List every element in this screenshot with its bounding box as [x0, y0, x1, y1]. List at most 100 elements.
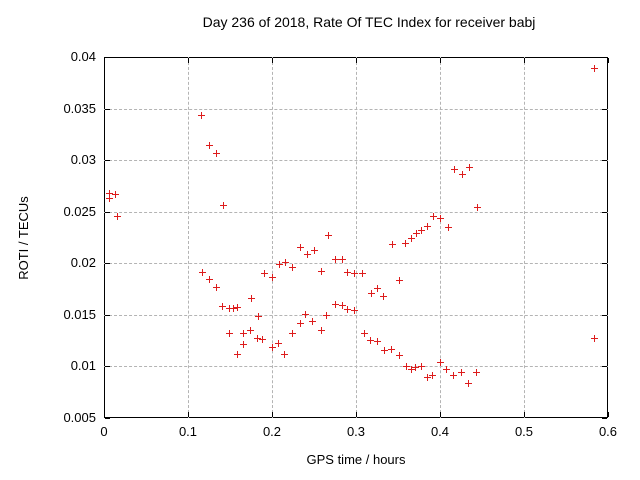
x-axis-label: GPS time / hours — [306, 452, 406, 467]
data-point — [240, 330, 248, 338]
data-point — [105, 195, 113, 203]
data-point — [199, 268, 207, 276]
data-point — [373, 285, 381, 293]
data-point — [395, 352, 403, 360]
x-tick-label: 0 — [100, 424, 108, 439]
data-point — [240, 340, 248, 348]
x-tick-mark-top — [104, 58, 105, 63]
data-point — [388, 345, 396, 353]
x-tick-label: 0.5 — [514, 424, 534, 439]
y-tick-label: 0.005 — [63, 410, 96, 425]
data-point — [344, 305, 352, 313]
x-tick-mark-top — [524, 58, 525, 63]
y-tick-label: 0.02 — [70, 255, 96, 271]
y-tick-label: 0.03 — [70, 152, 96, 168]
x-tick-mark — [104, 412, 105, 417]
data-point — [205, 275, 213, 283]
x-gridline — [524, 57, 525, 418]
data-point — [331, 256, 339, 264]
x-tick-label: 0.2 — [262, 424, 282, 439]
data-point — [408, 365, 416, 373]
data-point — [289, 330, 296, 338]
y-tick-mark-right — [602, 160, 607, 162]
chart-title: Day 236 of 2018, Rate Of TEC Index for r… — [202, 14, 536, 30]
data-point — [275, 261, 283, 269]
y-tick-mark — [105, 160, 110, 162]
data-point — [413, 230, 421, 238]
data-point — [395, 276, 403, 284]
x-gridline — [440, 57, 441, 418]
data-point — [226, 304, 233, 312]
data-point — [302, 310, 310, 318]
data-point — [358, 269, 366, 277]
data-point — [296, 320, 304, 328]
data-point — [111, 191, 119, 199]
y-gridline — [104, 160, 608, 162]
data-point — [445, 224, 453, 232]
x-tick-mark — [188, 412, 189, 417]
data-point — [381, 346, 389, 354]
data-point — [205, 141, 213, 149]
data-point — [417, 363, 425, 371]
y-tick-mark — [105, 418, 110, 419]
data-point — [281, 351, 289, 359]
data-point — [105, 190, 113, 198]
y-tick-mark — [105, 263, 110, 265]
data-point — [424, 223, 432, 231]
x-tick-label: 0.3 — [346, 424, 366, 439]
data-point — [268, 343, 276, 351]
data-point — [436, 359, 444, 367]
data-point — [338, 256, 346, 264]
y-tick-label: 0.035 — [63, 100, 96, 116]
data-point — [451, 166, 459, 174]
data-point — [253, 334, 261, 342]
x-gridline — [272, 57, 273, 418]
x-gridline — [356, 57, 357, 418]
data-point — [418, 227, 426, 235]
data-point — [233, 351, 241, 359]
y-tick-mark-right — [602, 418, 607, 419]
data-point — [325, 232, 333, 240]
data-point — [114, 212, 122, 220]
data-point — [351, 306, 359, 314]
x-tick-label: 0.1 — [178, 424, 198, 439]
y-tick-mark-right — [602, 263, 607, 265]
x-tick-mark — [524, 412, 525, 417]
x-tick-mark-top — [608, 58, 609, 63]
data-point — [247, 327, 254, 335]
x-tick-label: 0.6 — [598, 424, 618, 439]
x-tick-mark — [356, 412, 357, 417]
y-tick-mark — [105, 366, 110, 368]
data-point — [367, 290, 375, 298]
data-point — [289, 264, 296, 272]
data-point — [591, 334, 599, 342]
data-point — [219, 302, 227, 310]
data-point — [282, 259, 290, 267]
data-point — [310, 246, 318, 254]
data-point — [466, 164, 474, 172]
data-point — [424, 373, 432, 381]
x-tick-mark — [608, 412, 609, 417]
data-point — [234, 303, 242, 311]
data-point — [198, 111, 206, 119]
y-tick-mark-right — [602, 314, 607, 316]
x-tick-mark-top — [272, 58, 273, 63]
x-tick-mark-top — [440, 58, 441, 63]
y-tick-mark-right — [602, 57, 607, 58]
data-point — [436, 214, 444, 222]
y-tick-mark-right — [602, 108, 607, 110]
data-point — [473, 203, 481, 211]
y-tick-label: 0.04 — [70, 49, 96, 64]
data-point — [304, 251, 312, 259]
data-point — [430, 212, 438, 220]
data-point — [442, 365, 450, 373]
data-point — [403, 363, 411, 371]
data-point — [379, 293, 387, 301]
data-point — [344, 268, 352, 276]
y-tick-mark — [105, 57, 110, 58]
data-point — [230, 304, 238, 312]
y-gridline — [104, 263, 608, 265]
y-tick-mark-right — [602, 366, 607, 368]
y-tick-mark — [105, 314, 110, 316]
